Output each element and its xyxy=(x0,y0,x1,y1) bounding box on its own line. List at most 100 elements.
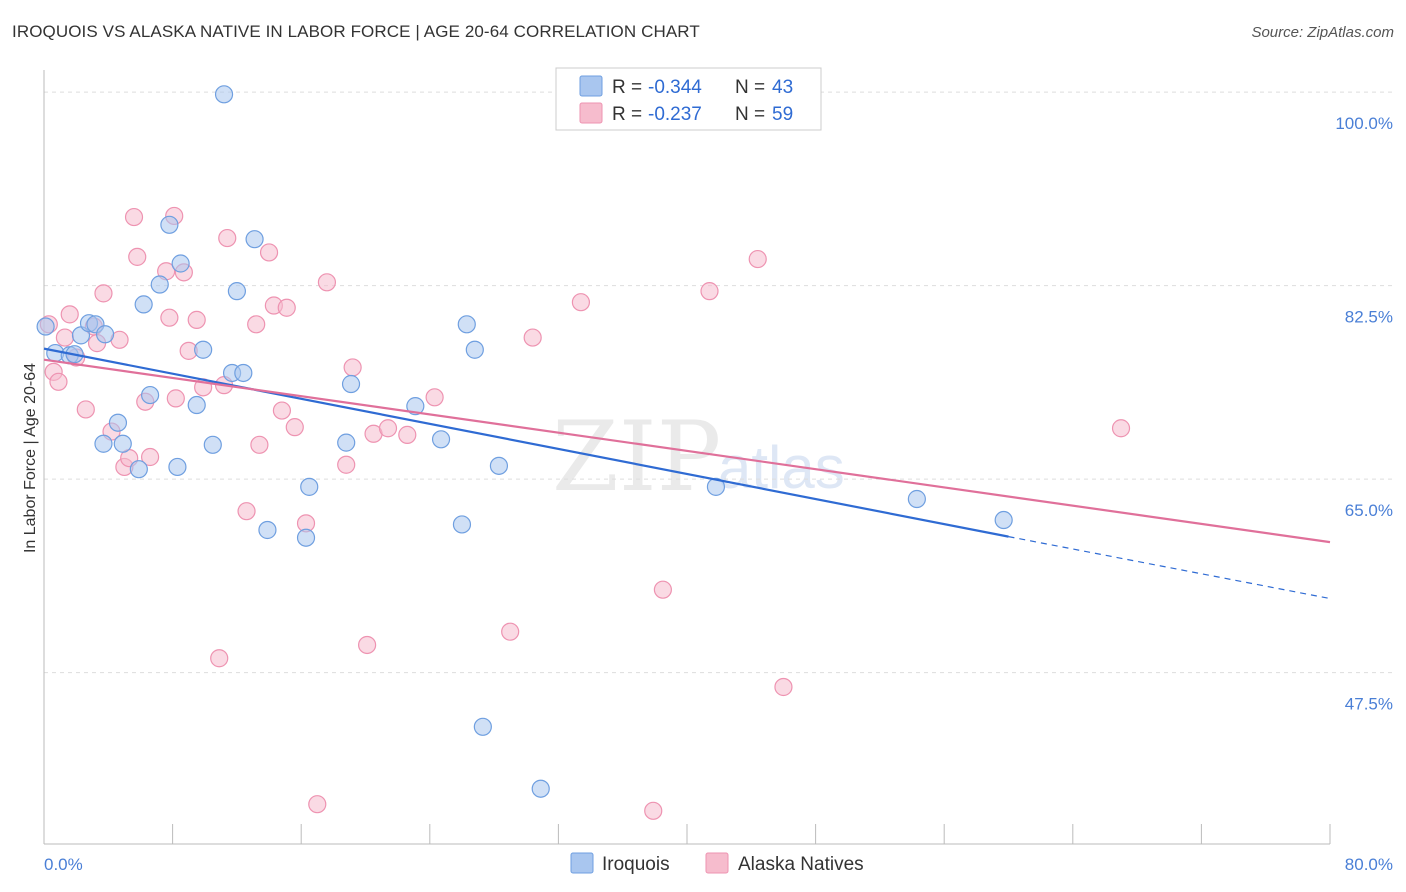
iroquois-point xyxy=(258,520,277,540)
iroquois-point xyxy=(300,477,319,496)
iroquois-point xyxy=(337,433,356,452)
iroquois-point xyxy=(296,528,316,547)
x-tick-label-max: 80.0% xyxy=(1345,855,1393,874)
alaska-point xyxy=(259,243,279,262)
iroquois-point xyxy=(36,317,55,336)
alaska-point xyxy=(94,284,113,303)
iroquois-point xyxy=(108,413,128,432)
alaska-point xyxy=(774,677,793,697)
alaska-point xyxy=(128,247,147,266)
iroquois-point xyxy=(706,477,726,496)
iroquois-point xyxy=(907,489,926,509)
legend-r-value-alaska: -0.237 xyxy=(648,104,702,125)
watermark-zip: ZIP xyxy=(552,401,721,513)
alaska-point xyxy=(218,228,237,248)
iroquois-point xyxy=(160,215,179,234)
alaska-point xyxy=(247,315,266,334)
alaska-trend-line xyxy=(43,358,1331,544)
alaska-point xyxy=(250,435,269,454)
iroquois-point xyxy=(113,434,132,453)
grid-lines xyxy=(44,91,1392,674)
legend-n-value-iroquois: 43 xyxy=(772,77,793,98)
y-tick-label: 65.0% xyxy=(1345,501,1393,520)
x-tick-label-min: 0.0% xyxy=(44,855,83,874)
iroquois-point xyxy=(452,515,472,534)
alaska-point xyxy=(308,795,327,814)
alaska-point xyxy=(700,282,719,301)
alaska-point xyxy=(644,801,663,820)
stats-legend: R = -0.344 N = 43 R = -0.237 N = 59 xyxy=(555,67,822,131)
iroquois-point xyxy=(194,340,213,359)
alaska-point xyxy=(140,447,160,467)
iroquois-point xyxy=(134,295,153,314)
alaska-point xyxy=(166,389,185,408)
legend-r-value-iroquois: -0.344 xyxy=(648,77,702,98)
y-tick-label: 100.0% xyxy=(1335,114,1393,133)
iroquois-point xyxy=(171,254,190,273)
iroquois-point xyxy=(129,460,148,479)
legend-r-label-alaska: R = xyxy=(612,104,642,125)
iroquois-point xyxy=(473,717,492,736)
alaska-point xyxy=(160,308,179,327)
iroquois-point xyxy=(994,510,1013,530)
alaska-point xyxy=(571,293,591,312)
legend-swatch-alaska xyxy=(579,102,603,124)
alaska-point xyxy=(272,401,292,420)
alaska-point xyxy=(501,622,520,641)
iroquois-point xyxy=(94,434,113,453)
alaska-point xyxy=(210,649,229,668)
legend-swatch-iroquois xyxy=(579,75,603,97)
alaska-point xyxy=(60,305,79,324)
legend-n-label-iroquois: N = xyxy=(735,77,765,98)
alaska-point xyxy=(49,372,68,391)
alaska-point xyxy=(55,328,74,347)
source-credit: Source: ZipAtlas.com xyxy=(1251,24,1394,41)
iroquois-point xyxy=(531,779,550,798)
alaska-point xyxy=(378,419,398,438)
iroquois-trend-extension xyxy=(1008,536,1331,600)
alaska-point xyxy=(277,298,296,317)
alaska-point xyxy=(237,502,256,521)
iroquois-point xyxy=(457,315,476,334)
iroquois-point xyxy=(150,275,169,294)
iroquois-point xyxy=(227,282,246,301)
alaska-point xyxy=(748,249,767,269)
iroquois-point xyxy=(465,340,484,359)
iroquois-points xyxy=(36,83,1013,798)
legend-r-label-iroquois: R = xyxy=(612,77,642,98)
alaska-point xyxy=(285,418,304,437)
alaska-natives-points xyxy=(39,206,1131,820)
watermark: ZIP atlas xyxy=(552,401,845,513)
bottom-legend-swatch-alaska xyxy=(705,852,729,874)
alaska-point xyxy=(124,207,144,227)
y-tick-label: 82.5% xyxy=(1345,308,1393,327)
y-axis-tick-labels: 100.0% 82.5% 65.0% 47.5% xyxy=(1335,114,1393,713)
alaska-point xyxy=(358,635,377,655)
series-legend: Iroquois Alaska Natives xyxy=(570,852,864,875)
alaska-point xyxy=(187,310,206,329)
iroquois-point xyxy=(203,435,222,454)
alaska-point xyxy=(653,580,672,599)
iroquois-point xyxy=(234,363,253,383)
iroquois-point xyxy=(245,230,264,249)
legend-n-value-alaska: 59 xyxy=(772,104,793,125)
alaska-point xyxy=(398,425,417,444)
iroquois-point xyxy=(341,374,361,394)
x-axis-ticks xyxy=(43,824,1331,844)
iroquois-trend-line xyxy=(43,347,1009,538)
iroquois-point xyxy=(168,457,187,477)
iroquois-point xyxy=(406,397,425,416)
bottom-legend-label-alaska: Alaska Natives xyxy=(738,854,864,875)
alaska-point xyxy=(76,400,95,419)
y-axis-title: In Labor Force | Age 20-64 xyxy=(22,363,39,553)
trend-lines xyxy=(43,347,1331,600)
legend-n-label-alaska: N = xyxy=(735,104,765,125)
alaska-point xyxy=(343,358,362,377)
iroquois-point xyxy=(489,456,509,475)
iroquois-point xyxy=(187,395,206,415)
alaska-point xyxy=(1111,419,1131,438)
alaska-point xyxy=(337,455,356,474)
alaska-point xyxy=(425,388,444,407)
iroquois-point xyxy=(95,325,115,344)
